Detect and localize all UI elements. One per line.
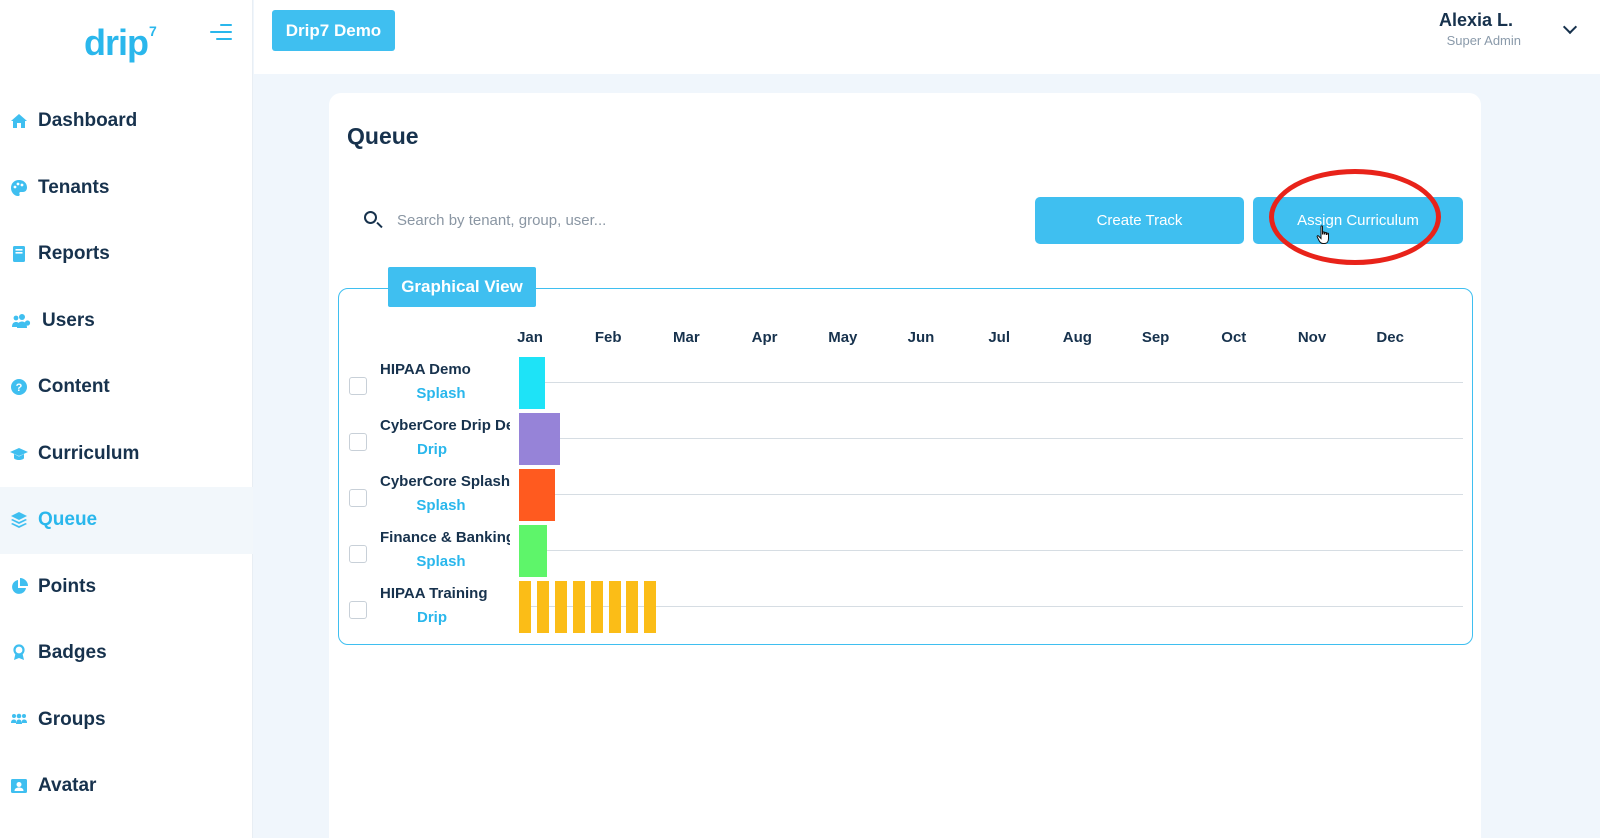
sidebar-item-tenants[interactable]: Tenants	[0, 155, 253, 222]
track-type-label: Drip	[417, 441, 447, 458]
search-icon	[363, 210, 383, 230]
track-timeline-line	[519, 382, 1463, 383]
track-drip-bar[interactable]	[572, 581, 585, 633]
track-checkbox[interactable]	[349, 601, 367, 619]
sidebar-item-dashboard[interactable]: Dashboard	[0, 88, 253, 155]
group-icon	[11, 713, 27, 724]
sidebar-item-reports[interactable]: Reports	[0, 221, 253, 288]
assign-curriculum-button[interactable]: Assign Curriculum	[1253, 197, 1463, 244]
home-icon	[11, 114, 27, 129]
track-drip-bar[interactable]	[644, 581, 657, 633]
track-name: HIPAA Training	[380, 585, 488, 602]
page-title: Queue	[347, 123, 419, 149]
month-label-may: May	[828, 329, 858, 346]
month-label-sep: Sep	[1141, 329, 1170, 346]
sidebar-item-label: Queue	[38, 509, 98, 531]
sidebar-item-label: Points	[38, 575, 97, 597]
sidebar-item-label: Avatar	[38, 775, 97, 797]
tab-graphical-view[interactable]: Graphical View	[388, 267, 536, 307]
month-label-jun: Jun	[907, 329, 935, 346]
sidebar-item-badges[interactable]: Badges	[0, 620, 253, 687]
track-name: Finance & Banking	[380, 529, 510, 546]
track-drip-bar[interactable]	[519, 581, 531, 633]
sidebar-item-points[interactable]: Points	[0, 554, 253, 621]
track-drip-bar[interactable]	[536, 581, 549, 633]
sidebar: drip7 Dashboard Tenants Reports Users ? …	[0, 0, 253, 838]
track-name: CyberCore Splash	[380, 473, 510, 490]
track-drip-bar[interactable]	[626, 581, 639, 633]
graphical-view-panel	[338, 288, 1473, 645]
track-drip-bar[interactable]	[608, 581, 621, 633]
track-type-label: Drip	[417, 609, 447, 626]
menu-toggle-icon[interactable]	[208, 22, 232, 42]
sidebar-item-label: Dashboard	[38, 110, 138, 132]
pie-chart-icon	[12, 577, 28, 594]
sidebar-item-groups[interactable]: Groups	[0, 687, 253, 754]
month-label-mar: Mar	[673, 329, 700, 346]
month-label-feb: Feb	[594, 329, 622, 346]
month-label-dec: Dec	[1376, 329, 1404, 346]
sidebar-item-label: Reports	[38, 243, 110, 265]
track-drip-bar[interactable]	[590, 581, 603, 633]
month-label-aug: Aug	[1062, 329, 1092, 346]
track-name: HIPAA Demo	[380, 361, 471, 378]
track-timeline-line	[519, 550, 1463, 551]
month-label-nov: Nov	[1297, 329, 1327, 346]
sidebar-item-avatar[interactable]: Avatar	[0, 753, 253, 820]
user-role: Super Admin	[1446, 33, 1521, 48]
month-label-jan: Jan	[517, 329, 543, 346]
create-track-button[interactable]: Create Track	[1035, 197, 1244, 244]
track-drip-bar[interactable]	[554, 581, 567, 633]
drip7-logo[interactable]: drip7	[84, 22, 157, 63]
layers-icon	[11, 512, 27, 529]
question-circle-icon: ?	[11, 379, 27, 396]
track-checkbox[interactable]	[349, 433, 367, 451]
graduation-cap-icon	[10, 447, 28, 460]
tenant-selector-button[interactable]: Drip7 Demo	[272, 10, 395, 51]
portrait-icon	[11, 779, 27, 794]
track-checkbox[interactable]	[349, 489, 367, 507]
sidebar-item-queue[interactable]: Queue	[0, 487, 253, 554]
sidebar-item-label: Content	[38, 376, 110, 398]
top-header: Drip7 Demo Alexia L. Super Admin	[254, 0, 1600, 74]
award-icon	[13, 644, 25, 661]
sidebar-item-label: Users	[42, 309, 95, 331]
track-schedule-bar[interactable]	[519, 357, 545, 409]
user-name[interactable]: Alexia L.	[1438, 10, 1513, 30]
sidebar-item-label: Badges	[38, 642, 107, 664]
track-timeline-line	[519, 438, 1463, 439]
track-checkbox[interactable]	[349, 545, 367, 563]
track-timeline-line	[519, 606, 1463, 607]
track-schedule-bar[interactable]	[519, 469, 555, 521]
queue-card: Queue Create Track Assign Curriculum Gra…	[329, 93, 1481, 838]
month-label-jul: Jul	[988, 329, 1011, 346]
track-type-label: Splash	[416, 553, 466, 570]
palette-icon	[11, 179, 27, 196]
svg-text:?: ?	[16, 382, 23, 394]
sidebar-item-label: Tenants	[38, 176, 110, 198]
sidebar-item-label: Groups	[38, 708, 106, 730]
track-name: CyberCore Drip Demo	[380, 417, 510, 434]
track-checkbox[interactable]	[349, 377, 367, 395]
track-type-label: Splash	[416, 385, 466, 402]
track-schedule-bar[interactable]	[519, 413, 560, 465]
users-icon	[12, 313, 31, 328]
search-input[interactable]	[397, 204, 957, 236]
month-label-apr: Apr	[751, 329, 778, 346]
sidebar-item-curriculum[interactable]: Curriculum	[0, 421, 253, 488]
book-icon	[13, 246, 25, 263]
chevron-down-icon[interactable]	[1562, 19, 1578, 35]
sidebar-item-content[interactable]: ? Content	[0, 354, 253, 421]
track-timeline-line	[519, 494, 1463, 495]
sidebar-nav: Dashboard Tenants Reports Users ? Conten…	[0, 88, 253, 820]
track-type-label: Splash	[416, 497, 466, 514]
track-schedule-bar[interactable]	[519, 525, 547, 577]
sidebar-item-label: Curriculum	[38, 442, 140, 464]
sidebar-item-users[interactable]: Users	[0, 288, 253, 355]
month-label-oct: Oct	[1221, 329, 1247, 346]
